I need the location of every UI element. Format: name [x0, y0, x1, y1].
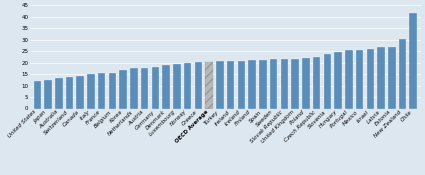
- Bar: [55, 78, 62, 108]
- Bar: [377, 47, 385, 108]
- Bar: [216, 61, 224, 108]
- Bar: [141, 68, 148, 108]
- Bar: [34, 80, 41, 108]
- Bar: [98, 73, 105, 108]
- Bar: [409, 13, 417, 108]
- Bar: [334, 52, 342, 108]
- Bar: [280, 59, 288, 108]
- Bar: [313, 57, 320, 108]
- Bar: [152, 67, 159, 108]
- Bar: [270, 59, 278, 108]
- Bar: [162, 65, 170, 108]
- Bar: [130, 68, 138, 108]
- Bar: [259, 60, 266, 108]
- Bar: [323, 54, 331, 108]
- Bar: [119, 70, 127, 108]
- Bar: [227, 61, 234, 108]
- Bar: [399, 39, 406, 108]
- Bar: [291, 59, 299, 108]
- Bar: [173, 64, 181, 108]
- Bar: [302, 58, 309, 108]
- Bar: [248, 60, 256, 108]
- Bar: [109, 73, 116, 108]
- Bar: [44, 80, 52, 108]
- Bar: [356, 50, 363, 108]
- Bar: [205, 62, 213, 108]
- Bar: [345, 50, 353, 108]
- Bar: [184, 63, 191, 108]
- Bar: [76, 76, 84, 108]
- Bar: [238, 61, 245, 108]
- Bar: [388, 47, 396, 108]
- Bar: [366, 49, 374, 108]
- Bar: [87, 74, 95, 108]
- Bar: [66, 77, 73, 108]
- Bar: [195, 62, 202, 108]
